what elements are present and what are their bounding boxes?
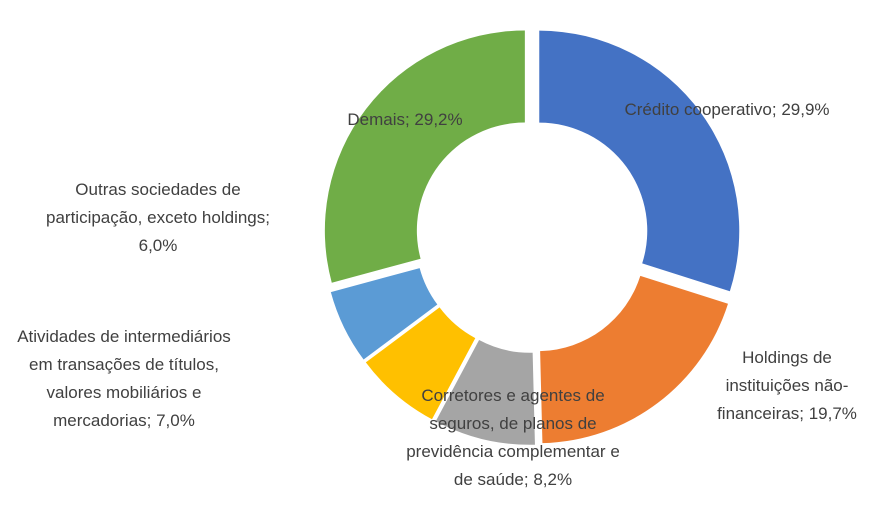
slice — [435, 340, 535, 445]
data-label: Crédito cooperativo; 29,9% — [624, 100, 830, 119]
data-label: Holdings de instituições não-financeiras… — [717, 348, 857, 423]
slice — [330, 268, 438, 360]
data-label: Atividades de intermediários em transaçõ… — [17, 327, 231, 430]
data-label: Corretores e agentes de seguros, de plan… — [406, 386, 620, 489]
slice — [539, 30, 740, 292]
slice — [540, 275, 728, 444]
data-label: Demais; 29,2% — [347, 110, 463, 129]
slice — [365, 307, 476, 420]
data-label: Outras sociedades de participação, excet… — [46, 180, 270, 255]
slice — [324, 30, 525, 283]
